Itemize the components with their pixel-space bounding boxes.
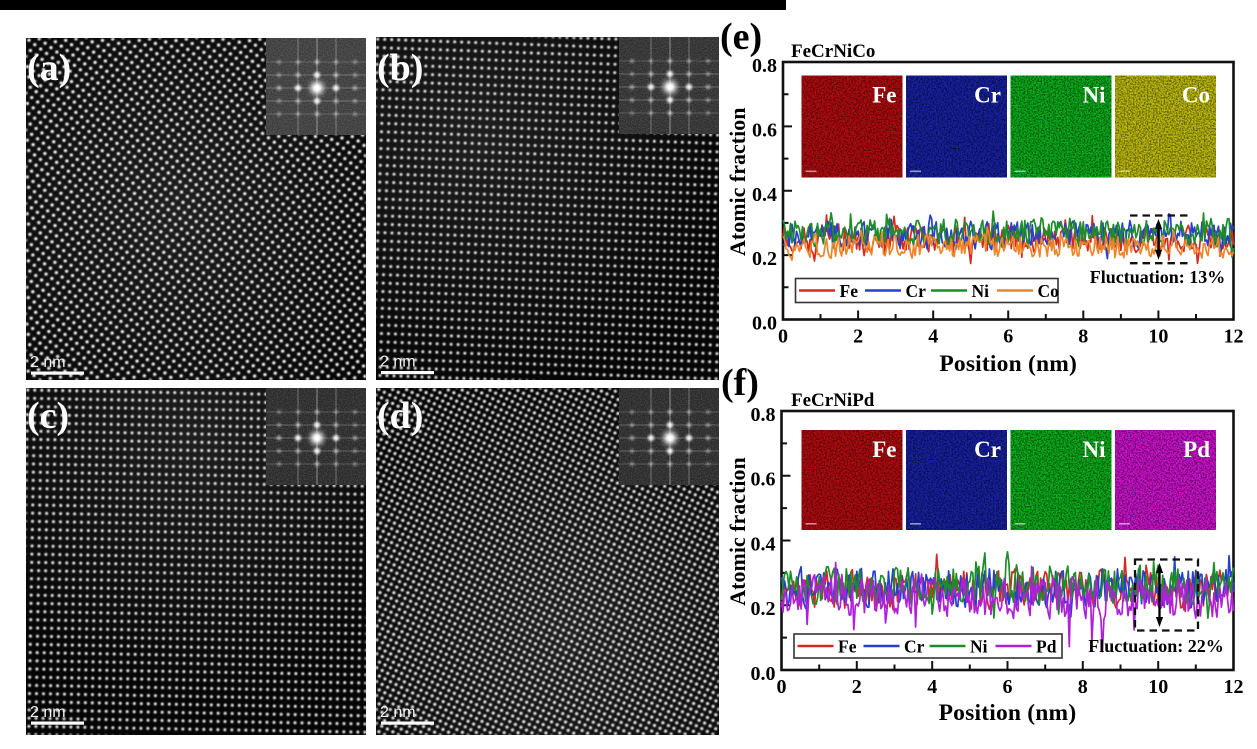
svg-text:Fe: Fe [872,437,896,462]
svg-text:0.6: 0.6 [751,469,776,491]
svg-text:0: 0 [777,676,787,698]
svg-text:Position (nm): Position (nm) [939,700,1077,726]
svg-text:0.8: 0.8 [752,55,777,77]
svg-text:8: 8 [1078,326,1088,348]
svg-text:6: 6 [1003,326,1013,348]
svg-text:0.2: 0.2 [751,598,776,620]
svg-text:0: 0 [778,326,788,348]
svg-text:Ni: Ni [970,637,988,657]
svg-text:Fe: Fe [838,637,857,657]
svg-text:0.6: 0.6 [752,119,777,141]
svg-text:Fluctuation: 13%: Fluctuation: 13% [1090,267,1226,287]
svg-text:12: 12 [1224,326,1244,348]
svg-text:(c): (c) [27,395,69,437]
svg-text:Ni: Ni [972,281,990,301]
svg-text:Ni: Ni [1083,83,1107,108]
svg-text:0.2: 0.2 [752,248,777,270]
svg-text:4: 4 [927,676,937,698]
svg-text:Fe: Fe [840,281,859,301]
svg-text:0.0: 0.0 [752,313,777,335]
svg-text:(d): (d) [377,395,423,437]
svg-text:(e): (e) [720,16,762,58]
svg-text:(b): (b) [377,47,423,89]
svg-text:Fluctuation: 22%: Fluctuation: 22% [1088,636,1224,656]
svg-text:Pd: Pd [1036,637,1057,657]
svg-text:2 nm: 2 nm [30,354,66,371]
svg-text:Atomic fraction: Atomic fraction [725,108,750,256]
svg-text:4: 4 [928,326,938,348]
svg-text:2 nm: 2 nm [380,704,416,721]
svg-text:0.4: 0.4 [752,184,777,206]
svg-text:Ni: Ni [1083,437,1107,462]
svg-text:8: 8 [1078,676,1088,698]
svg-text:2: 2 [853,326,863,348]
svg-text:0.0: 0.0 [751,663,776,685]
svg-text:Fe: Fe [872,83,896,108]
svg-text:Position (nm): Position (nm) [939,351,1077,377]
svg-text:FeCrNiCo: FeCrNiCo [791,41,875,62]
svg-text:2: 2 [852,676,862,698]
svg-text:Co: Co [1038,281,1060,301]
svg-text:Co: Co [1182,83,1210,108]
svg-text:Atomic fraction: Atomic fraction [725,457,750,605]
svg-text:10: 10 [1148,326,1168,348]
svg-text:Cr: Cr [906,281,927,301]
svg-text:10: 10 [1148,676,1168,698]
svg-text:Cr: Cr [974,437,1001,462]
svg-text:Cr: Cr [974,83,1001,108]
svg-text:0.8: 0.8 [751,404,776,426]
svg-text:(f): (f) [721,362,759,404]
svg-text:2 nm: 2 nm [30,704,66,721]
svg-text:2 nm: 2 nm [380,354,416,371]
svg-text:FeCrNiPd: FeCrNiPd [791,390,875,411]
svg-text:12: 12 [1224,676,1244,698]
svg-text:0.4: 0.4 [751,534,776,556]
svg-text:6: 6 [1003,676,1013,698]
svg-text:(a): (a) [27,47,71,89]
svg-text:Cr: Cr [904,637,925,657]
svg-text:Pd: Pd [1183,437,1210,462]
